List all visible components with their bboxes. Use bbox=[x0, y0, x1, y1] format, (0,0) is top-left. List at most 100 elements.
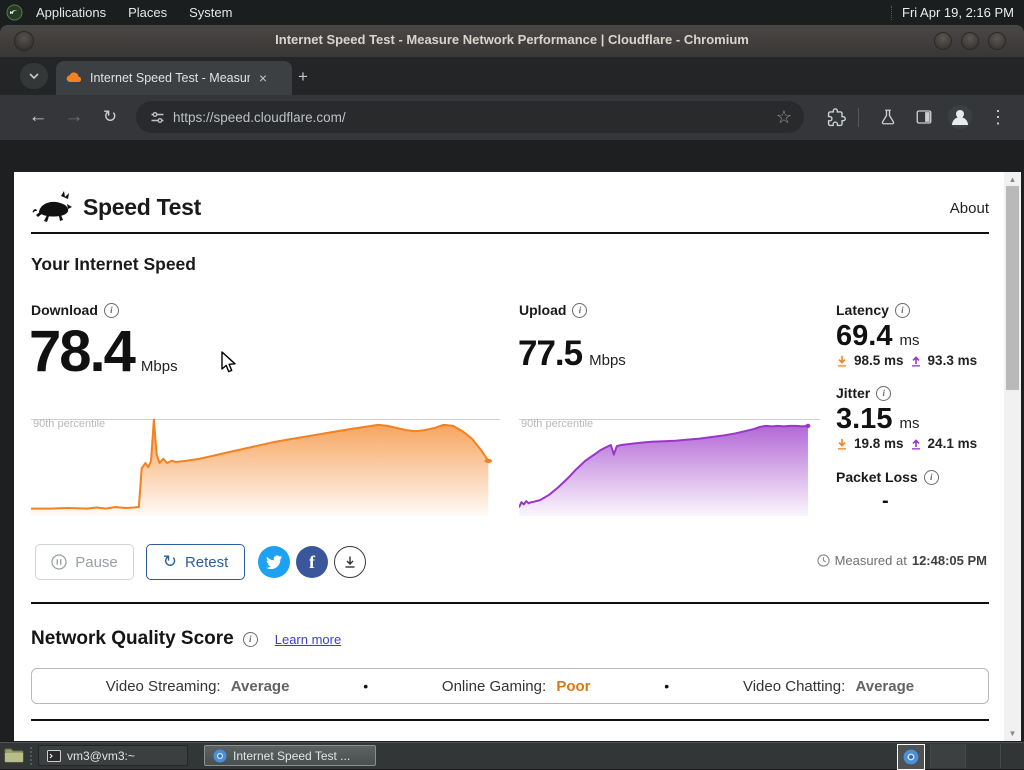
packet-loss-label: Packet Loss i bbox=[836, 469, 939, 485]
facebook-icon: f bbox=[309, 551, 315, 572]
jitter-download-value: 19.8 ms bbox=[854, 436, 904, 451]
workspace-cell[interactable] bbox=[1000, 744, 1024, 768]
menubar-clock[interactable]: Fri Apr 19, 2:16 PM bbox=[902, 5, 1014, 20]
menu-applications[interactable]: Applications bbox=[36, 5, 107, 20]
latency-upload-value: 93.3 ms bbox=[927, 353, 978, 368]
header-divider bbox=[31, 232, 989, 234]
measured-at: Measured at 12:48:05 PM bbox=[816, 553, 987, 568]
browser-tab[interactable]: Internet Speed Test - Measur × bbox=[56, 61, 292, 95]
menu-system[interactable]: System bbox=[189, 5, 233, 20]
download-number: 78.4 bbox=[29, 319, 136, 384]
learn-more-link[interactable]: Learn more bbox=[274, 631, 342, 647]
window-titlebar[interactable]: Internet Speed Test - Measure Network Pe… bbox=[0, 25, 1024, 58]
info-icon[interactable]: i bbox=[894, 302, 910, 318]
jitter-label-text: Jitter bbox=[836, 385, 871, 401]
taskbar-button-browser[interactable]: Internet Speed Test ... bbox=[204, 745, 376, 766]
section-divider bbox=[31, 602, 989, 604]
browser-menu-icon[interactable]: ⋮ bbox=[989, 106, 1007, 127]
page-scrollbar[interactable]: ▲ ▼ bbox=[1004, 172, 1021, 741]
tray-chromium-icon[interactable] bbox=[897, 744, 925, 770]
about-link[interactable]: About bbox=[949, 200, 989, 217]
extensions-icon[interactable] bbox=[820, 101, 852, 133]
pause-button[interactable]: Pause bbox=[35, 544, 134, 580]
distro-logo-icon[interactable] bbox=[6, 4, 23, 21]
info-icon[interactable]: i bbox=[103, 302, 119, 318]
browser-tabstrip: Internet Speed Test - Measur × + bbox=[0, 57, 1024, 95]
page-title: Speed Test bbox=[83, 194, 201, 220]
taskbar-button-label: Internet Speed Test ... bbox=[233, 748, 351, 763]
browser-toolbar: ← → ↻ https://speed.cloudflare.com/ ☆ ⋮ bbox=[0, 95, 1024, 140]
window-maximize-button[interactable] bbox=[961, 32, 979, 50]
info-icon[interactable]: i bbox=[572, 302, 588, 318]
download-results-button[interactable] bbox=[334, 546, 366, 578]
gnome-menubar: Applications Places System Fri Apr 19, 2… bbox=[0, 0, 1024, 25]
scroll-up-icon[interactable]: ▲ bbox=[1008, 175, 1017, 184]
speedtest-rabbit-logo-icon bbox=[31, 190, 75, 224]
menu-places[interactable]: Places bbox=[128, 5, 168, 20]
tab-close-icon[interactable]: × bbox=[258, 70, 268, 86]
latency-number: 69.4 bbox=[836, 320, 893, 352]
pause-icon bbox=[51, 554, 67, 570]
site-settings-icon[interactable] bbox=[150, 110, 165, 125]
upload-arrow-icon bbox=[911, 355, 920, 366]
page-header: Speed Test About bbox=[31, 190, 989, 230]
taskbar-button-label: vm3@vm3:~ bbox=[67, 748, 135, 763]
taskbar-button-terminal[interactable]: vm3@vm3:~ bbox=[38, 745, 188, 766]
latency-unit: ms bbox=[899, 332, 920, 349]
clock-icon bbox=[816, 554, 830, 567]
upload-unit: Mbps bbox=[589, 352, 626, 369]
upload-label-text: Upload bbox=[519, 302, 567, 318]
side-panel-icon[interactable] bbox=[908, 101, 940, 133]
upload-chart: 90th percentile bbox=[519, 410, 820, 516]
bookmark-star-icon[interactable]: ☆ bbox=[775, 106, 792, 127]
latency-value: 69.4 ms bbox=[836, 320, 919, 353]
upload-number: 77.5 bbox=[518, 334, 583, 373]
nqs-heading: Network Quality Score i Learn more bbox=[31, 628, 341, 650]
jitter-number: 3.15 bbox=[836, 403, 893, 435]
back-button[interactable]: ← bbox=[28, 106, 48, 127]
quality-value: Poor bbox=[556, 677, 591, 695]
latency-breakdown: 98.5 ms 93.3 ms bbox=[836, 353, 977, 368]
forward-button[interactable]: → bbox=[64, 106, 84, 127]
twitter-share-button[interactable] bbox=[258, 546, 290, 578]
quality-video-chatting: Video Chatting: Average bbox=[743, 678, 914, 695]
section-title: Your Internet Speed bbox=[31, 254, 196, 274]
beaker-icon[interactable] bbox=[872, 101, 904, 133]
jitter-value: 3.15 ms bbox=[836, 403, 919, 436]
tab-search-button[interactable] bbox=[20, 63, 48, 89]
window-close-button[interactable] bbox=[988, 32, 1006, 50]
file-manager-icon[interactable] bbox=[4, 746, 24, 764]
quality-label: Online Gaming: bbox=[441, 677, 547, 695]
url-text[interactable]: https://speed.cloudflare.com/ bbox=[173, 109, 346, 125]
taskbar-handle[interactable] bbox=[30, 747, 35, 765]
window-minimize-button[interactable] bbox=[934, 32, 952, 50]
scroll-down-icon[interactable]: ▼ bbox=[1008, 729, 1017, 738]
window-menu-button[interactable] bbox=[14, 31, 34, 51]
latency-label-text: Latency bbox=[836, 302, 889, 318]
info-icon[interactable]: i bbox=[923, 469, 939, 485]
tab-title: Internet Speed Test - Measur bbox=[90, 71, 250, 85]
packet-loss-label-text: Packet Loss bbox=[836, 469, 918, 485]
download-label-text: Download bbox=[31, 302, 98, 318]
retest-button[interactable]: ↻ Retest bbox=[146, 544, 245, 580]
workspace-cell[interactable] bbox=[965, 744, 1000, 768]
latency-label: Latency i bbox=[836, 302, 910, 318]
bullet-separator: • bbox=[664, 678, 670, 694]
pause-label: Pause bbox=[75, 553, 118, 571]
retest-label: Retest bbox=[184, 553, 229, 571]
new-tab-button[interactable]: + bbox=[298, 67, 308, 86]
facebook-share-button[interactable]: f bbox=[296, 546, 328, 578]
latency-download-value: 98.5 ms bbox=[854, 353, 904, 368]
jitter-unit: ms bbox=[899, 415, 920, 432]
scrollbar-thumb[interactable] bbox=[1006, 186, 1019, 390]
address-bar[interactable]: https://speed.cloudflare.com/ ☆ bbox=[136, 101, 804, 133]
quality-score-box: Video Streaming: Average • Online Gaming… bbox=[31, 668, 989, 704]
menubar-separator bbox=[891, 5, 896, 20]
workspace-cell[interactable] bbox=[930, 744, 965, 768]
info-icon[interactable]: i bbox=[876, 385, 892, 401]
reload-button[interactable]: ↻ bbox=[102, 107, 118, 126]
cloudflare-favicon bbox=[66, 72, 82, 84]
info-icon[interactable]: i bbox=[242, 631, 258, 647]
profile-avatar[interactable] bbox=[944, 101, 976, 133]
chromium-icon bbox=[213, 749, 227, 762]
